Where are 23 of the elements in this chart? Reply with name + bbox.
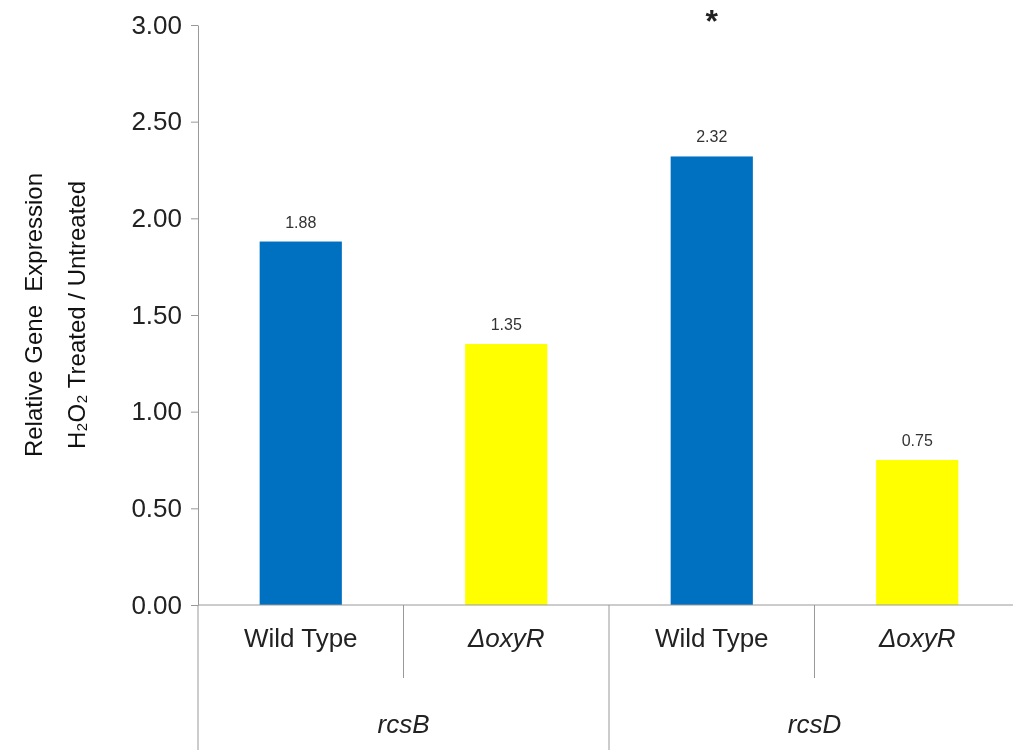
bar [670, 156, 753, 605]
data-label: 1.88 [285, 213, 317, 231]
y-tick-label: 3.00 [131, 9, 182, 40]
y-tick-label: 2.50 [131, 106, 182, 137]
y-tick-label: 2.00 [131, 203, 182, 234]
x-tick-label: Wild Type [243, 623, 358, 653]
bar [465, 344, 548, 605]
x-tick-label: ΔoxyR [877, 623, 956, 653]
y-tick-label: 1.50 [131, 299, 182, 330]
text: rcsD [787, 709, 842, 739]
data-label: 2.32 [696, 128, 728, 146]
text: rcsB [377, 709, 430, 739]
y-tick-label: 0.00 [131, 589, 182, 620]
x-tick-label: Wild Type [654, 623, 769, 653]
data-label: 0.75 [901, 432, 933, 449]
data-label: 1.35 [490, 316, 522, 333]
annotation: * [705, 3, 719, 39]
x-tick-label: ΔoxyR [466, 623, 545, 653]
bar [259, 241, 342, 605]
y-axis-title: Relative Gene Expression H₂O₂ Treated / Untreated [20, 172, 90, 458]
y-tick-label: 1.00 [131, 396, 182, 427]
y-tick-label: 0.50 [131, 493, 182, 524]
bar [876, 460, 959, 605]
